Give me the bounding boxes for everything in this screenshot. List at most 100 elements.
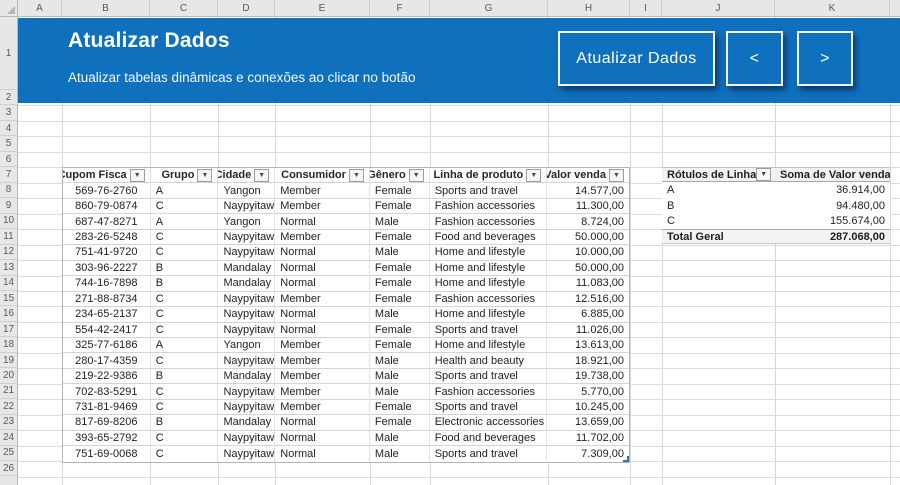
table-cell[interactable]: 393-65-2792 [63, 430, 151, 447]
row-header-17[interactable]: 17 [0, 322, 17, 338]
table-cell[interactable]: 751-69-0068 [63, 446, 151, 462]
table-cell[interactable]: 325-77-6186 [63, 337, 151, 354]
table-cell[interactable]: Home and lifestyle [429, 337, 548, 354]
column-header-j[interactable]: J [662, 0, 775, 16]
filter-dropdown-icon[interactable]: ▼ [408, 168, 424, 182]
column-header-b[interactable]: B [62, 0, 150, 16]
table-cell[interactable]: Fashion accessories [429, 384, 548, 400]
row-header-2[interactable]: 2 [0, 90, 17, 106]
table-cell[interactable]: Female [369, 337, 430, 354]
table-cell[interactable]: 303-96-2227 [63, 260, 151, 277]
table-cell[interactable]: C [150, 245, 219, 261]
table-cell[interactable]: 10.245,00 [547, 400, 629, 416]
filter-dropdown-icon[interactable]: ▼ [197, 168, 213, 182]
table-cell[interactable]: Member [275, 353, 370, 369]
table-cell[interactable]: 860-79-0874 [63, 198, 151, 215]
table-cell[interactable]: B [150, 260, 219, 277]
table-cell[interactable]: Naypyitaw [218, 307, 276, 323]
table-cell[interactable]: Male [369, 384, 430, 400]
row-header-16[interactable]: 16 [0, 306, 17, 322]
table-cell[interactable]: C [150, 430, 219, 447]
table-cell[interactable]: Yangon [218, 214, 276, 230]
row-header-21[interactable]: 21 [0, 384, 17, 400]
table-cell[interactable]: Naypyitaw [218, 446, 276, 462]
table-header-cell[interactable]: Cidade▼ [218, 168, 276, 184]
column-header-k[interactable]: K [775, 0, 890, 16]
table-cell[interactable]: B [150, 276, 219, 292]
table-cell[interactable]: 50.000,00 [547, 230, 629, 246]
row-header-25[interactable]: 25 [0, 446, 17, 462]
pivot-cell[interactable]: 155.674,00 [829, 215, 885, 228]
column-header-d[interactable]: D [218, 0, 275, 16]
row-header-6[interactable]: 6 [0, 152, 17, 168]
row-header-8[interactable]: 8 [0, 183, 17, 199]
table-cell[interactable]: Normal [275, 260, 370, 277]
row-header-20[interactable]: 20 [0, 368, 17, 384]
table-cell[interactable]: 6.885,00 [547, 307, 629, 323]
table-cell[interactable]: C [150, 353, 219, 369]
table-cell[interactable]: Food and beverages [429, 229, 548, 246]
refresh-data-button[interactable]: Atualizar Dados [558, 31, 715, 86]
table-cell[interactable]: 19.738,00 [547, 369, 629, 385]
table-cell[interactable]: Yangon [218, 337, 276, 354]
filter-dropdown-icon[interactable]: ▼ [129, 168, 145, 182]
table-cell[interactable]: Normal [275, 245, 370, 261]
row-header-9[interactable]: 9 [0, 198, 17, 214]
table-cell[interactable]: 744-16-7898 [63, 276, 151, 292]
table-cell[interactable]: Member [275, 368, 370, 385]
table-cell[interactable]: 12.516,00 [547, 292, 629, 308]
table-cell[interactable]: Naypyitaw [218, 430, 276, 447]
table-cell[interactable]: C [150, 291, 219, 308]
table-cell[interactable]: Fashion accessories [429, 198, 548, 215]
table-cell[interactable]: Health and beauty [429, 353, 548, 369]
table-cell[interactable]: 7.309,00 [581, 447, 624, 460]
table-header-cell[interactable]: Consumidor ▼ [275, 168, 370, 184]
table-header-cell[interactable]: Grupo ▼ [150, 168, 219, 184]
table-cell[interactable]: Male [369, 307, 430, 323]
table-cell[interactable]: 234-65-2137 [63, 307, 151, 323]
table-cell[interactable]: C [150, 322, 219, 338]
table-cell[interactable]: 731-81-9469 [63, 399, 151, 416]
table-cell[interactable]: Mandalay [218, 260, 276, 277]
row-header-24[interactable]: 24 [0, 430, 17, 446]
table-cell[interactable]: Mandalay [218, 276, 276, 292]
table-cell[interactable]: Male [369, 214, 430, 230]
row-header-11[interactable]: 11 [0, 229, 17, 245]
row-header-4[interactable]: 4 [0, 121, 17, 137]
table-cell[interactable]: 5.770,00 [547, 384, 629, 400]
column-header-h[interactable]: H [548, 0, 630, 16]
table-cell[interactable]: Member [275, 337, 370, 354]
table-cell[interactable]: Normal [275, 415, 370, 431]
table-cell[interactable]: Member [275, 384, 370, 400]
table-cell[interactable]: 554-42-2417 [63, 322, 151, 338]
select-all-corner[interactable] [0, 0, 18, 17]
table-cell[interactable]: 18.921,00 [547, 353, 629, 369]
row-header-7[interactable]: 7 [0, 167, 17, 183]
pivot-cell[interactable]: A [667, 184, 675, 197]
table-cell[interactable]: C [150, 384, 219, 400]
pivot-header-cell[interactable]: Rótulos de Linha ▼ [662, 168, 775, 182]
table-cell[interactable]: Normal [275, 322, 370, 338]
table-cell[interactable]: Sports and travel [429, 183, 548, 199]
table-cell[interactable]: Naypyitaw [218, 322, 276, 338]
table-cell[interactable]: Normal [275, 446, 370, 462]
table-cell[interactable]: Female [369, 260, 430, 277]
table-cell[interactable]: Home and lifestyle [429, 260, 548, 277]
table-cell[interactable]: B [150, 368, 219, 385]
table-cell[interactable]: Home and lifestyle [429, 276, 548, 292]
filter-dropdown-icon[interactable]: ▼ [348, 168, 364, 182]
filter-dropdown-icon[interactable]: ▼ [526, 168, 542, 182]
table-cell[interactable]: 11.026,00 [547, 323, 629, 338]
pivot-cell[interactable]: C [667, 215, 675, 228]
table-cell[interactable]: Male [369, 430, 430, 447]
table-cell[interactable]: Naypyitaw [218, 245, 276, 261]
table-cell[interactable]: Member [275, 399, 370, 416]
row-header-18[interactable]: 18 [0, 337, 17, 353]
table-cell[interactable]: Naypyitaw [218, 291, 276, 308]
table-cell[interactable]: 10.000,00 [547, 245, 629, 261]
row-header-5[interactable]: 5 [0, 136, 17, 152]
pivot-total-cell[interactable]: Total Geral [667, 230, 724, 243]
table-cell[interactable]: A [150, 183, 219, 199]
pivot-cell[interactable]: 94.480,00 [836, 199, 885, 212]
table-cell[interactable]: Food and beverages [429, 430, 548, 447]
